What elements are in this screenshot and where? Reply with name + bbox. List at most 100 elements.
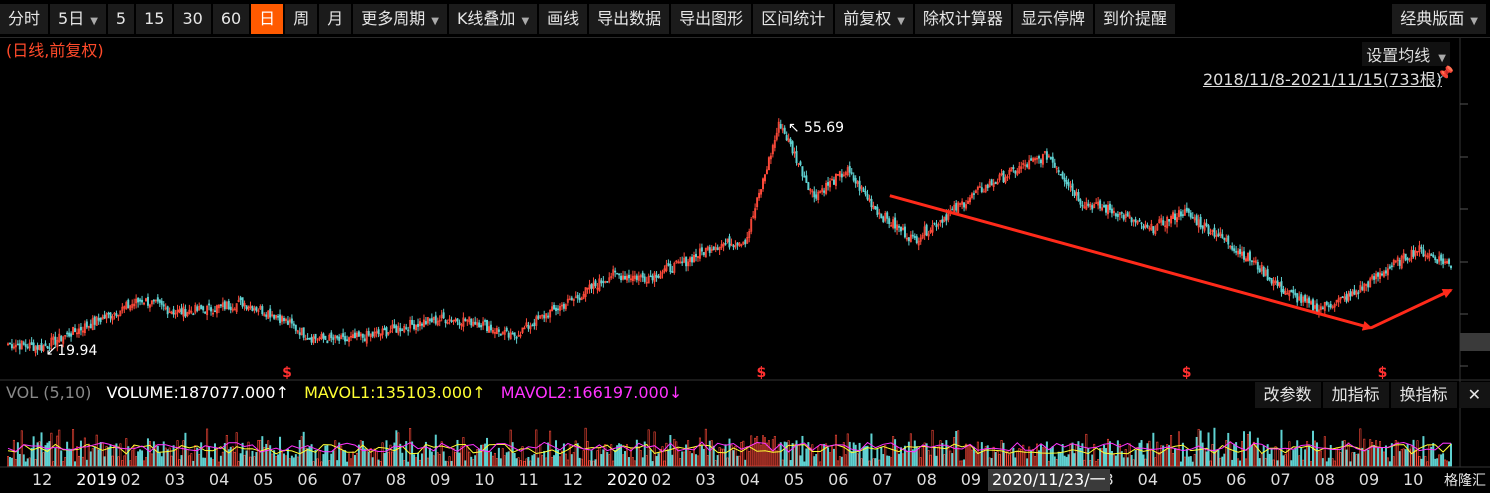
candle-body xyxy=(204,311,207,314)
volume-bar xyxy=(641,457,644,467)
volume-bar xyxy=(844,454,847,467)
candle-body xyxy=(208,303,211,306)
volume-bar xyxy=(740,442,743,467)
period-tab-6[interactable]: 日 xyxy=(251,3,284,34)
volume-bar xyxy=(797,444,800,467)
candle-body xyxy=(1156,224,1159,231)
period-tab-17[interactable]: 显示停牌 xyxy=(1012,3,1093,34)
volume-bar xyxy=(817,446,820,467)
vol-mavol2-value: MAVOL2:166197.000↓ xyxy=(500,383,683,402)
period-tab-2[interactable]: 5 xyxy=(107,3,135,34)
candle-body xyxy=(959,203,962,205)
period-tab-18[interactable]: 到价提醒 xyxy=(1094,3,1175,34)
period-tab-13[interactable]: 导出图形 xyxy=(671,3,752,34)
volume-bar xyxy=(921,445,924,467)
candle-body xyxy=(781,128,784,131)
pin-icon[interactable]: 📌 xyxy=(1436,66,1454,82)
candle-body xyxy=(1256,262,1259,270)
edit-params-button[interactable]: 改参数 xyxy=(1254,382,1321,408)
candle-body xyxy=(1248,251,1251,261)
period-tab-12[interactable]: 导出数据 xyxy=(589,3,670,34)
volume-bar xyxy=(1256,437,1259,467)
period-tab-7[interactable]: 周 xyxy=(285,3,318,34)
x-axis-tick-label: 02 xyxy=(651,470,672,489)
period-tab-14[interactable]: 区间统计 xyxy=(753,3,834,34)
candle-body xyxy=(669,264,672,272)
volume-bar xyxy=(657,453,660,467)
candle-body xyxy=(81,330,84,333)
period-tab-15[interactable]: 前复权 ▼ xyxy=(835,3,913,34)
volume-bar xyxy=(383,453,386,467)
volume-bar xyxy=(460,446,463,467)
volume-bar xyxy=(342,450,345,467)
switch-indicator-button[interactable]: 换指标 xyxy=(1390,382,1457,408)
candle-body xyxy=(622,275,625,280)
volume-bar xyxy=(273,450,276,467)
candle-body xyxy=(54,336,57,345)
date-range-label[interactable]: 2018/11/8-2021/11/15(733根) xyxy=(1202,70,1442,89)
layout-dropdown[interactable]: 经典版面 ▼ xyxy=(1392,3,1486,34)
candle-body xyxy=(967,200,970,204)
candle-body xyxy=(1394,260,1397,263)
period-tab-0[interactable]: 分时 xyxy=(0,3,49,34)
candle-body xyxy=(1379,272,1382,279)
volume-bar xyxy=(951,453,954,467)
volume-bar xyxy=(521,446,524,467)
candle-body xyxy=(284,318,287,321)
volume-bar xyxy=(217,461,220,467)
volume-bar xyxy=(616,445,619,467)
volume-bar xyxy=(1290,460,1293,467)
period-tab-label: 15 xyxy=(144,8,165,28)
volume-bar xyxy=(976,441,979,467)
candle-body xyxy=(442,312,445,319)
candle-body xyxy=(36,345,39,350)
candle-body xyxy=(929,229,932,233)
volume-bar xyxy=(896,446,899,467)
volume-bar xyxy=(1038,450,1040,467)
candle-body xyxy=(432,316,435,321)
volume-bar xyxy=(62,461,65,467)
add-indicator-button[interactable]: 加指标 xyxy=(1322,382,1389,408)
set-ma-dropdown[interactable]: 设置均线 ▼ xyxy=(1362,42,1450,66)
mavol2-line xyxy=(7,441,1452,453)
period-tab-4[interactable]: 30 xyxy=(174,3,211,34)
volume-bar xyxy=(446,461,449,467)
period-tab-10[interactable]: K线叠加 ▼ xyxy=(448,3,538,34)
period-tab-16[interactable]: 除权计算器 xyxy=(914,3,1011,34)
volume-bar xyxy=(42,452,45,467)
volume-bar xyxy=(978,452,981,467)
period-tab-3[interactable]: 15 xyxy=(136,3,173,34)
volume-bar xyxy=(464,460,467,467)
volume-bar xyxy=(1138,442,1141,467)
period-tab-11[interactable]: 画线 xyxy=(539,3,588,34)
volume-bar xyxy=(1045,441,1048,467)
candle-body xyxy=(627,274,630,279)
volume-bar xyxy=(669,435,672,467)
volume-bar xyxy=(162,441,165,467)
volume-bar xyxy=(838,456,841,467)
candle-body xyxy=(681,261,684,264)
volume-bar xyxy=(430,451,433,467)
period-tab-5[interactable]: 60 xyxy=(212,3,250,34)
period-tab-1[interactable]: 5日 ▼ xyxy=(50,3,106,34)
volume-bar xyxy=(827,447,830,467)
volume-bar xyxy=(736,455,739,467)
candle-body xyxy=(1118,212,1121,216)
close-icon[interactable]: ✕ xyxy=(1458,382,1490,408)
volume-bar xyxy=(1231,459,1234,467)
candle-body xyxy=(497,329,500,332)
candle-body xyxy=(1308,297,1311,304)
period-tab-9[interactable]: 更多周期 ▼ xyxy=(353,3,447,34)
volume-bar xyxy=(627,457,630,467)
period-tab-8[interactable]: 月 xyxy=(319,3,352,34)
candle-body xyxy=(990,179,993,186)
candle-body xyxy=(458,322,461,325)
volume-bar xyxy=(365,448,368,467)
candle-body xyxy=(1032,158,1035,162)
candle-body xyxy=(213,310,216,313)
candle-body xyxy=(687,261,690,267)
volume-bar xyxy=(192,460,195,467)
x-axis-tick-label: 2020 xyxy=(606,470,648,489)
candle-body xyxy=(641,272,644,278)
